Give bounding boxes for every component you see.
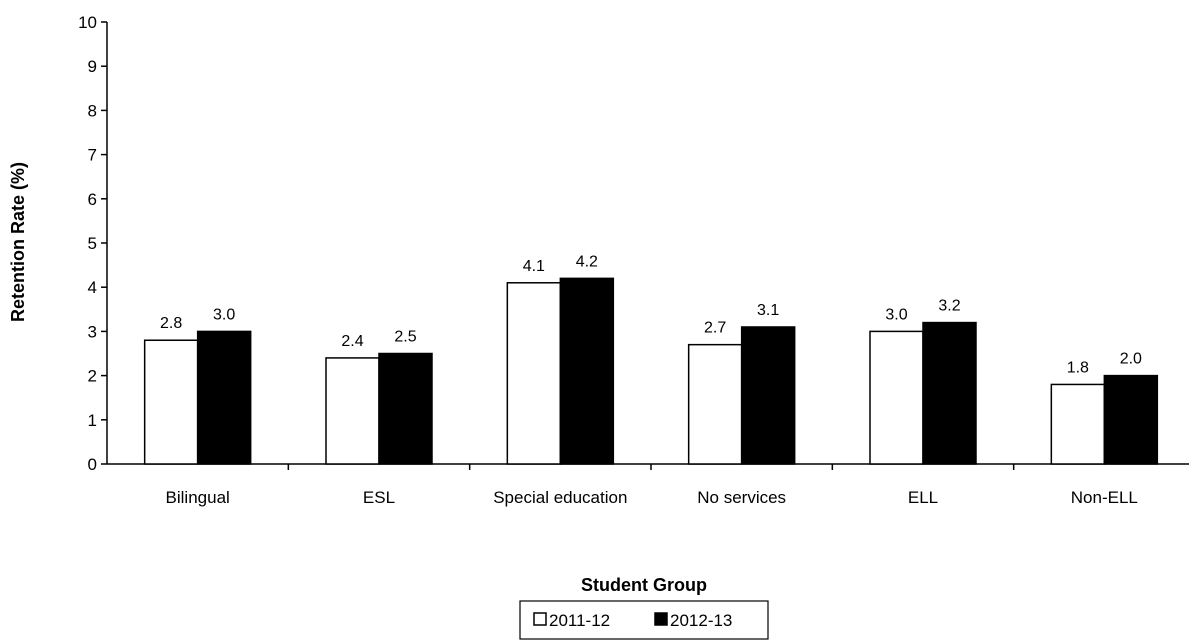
x-axis-title: Student Group: [581, 575, 707, 595]
bars-group: [143, 277, 1159, 465]
bar-non-ell-2012-13: [1103, 374, 1159, 465]
value-label-bilingual-2011-12: 2.8: [160, 315, 182, 332]
category-label-non-ell: Non-ELL: [1071, 488, 1138, 507]
value-label-no-services-2012-13: 3.1: [757, 302, 779, 319]
value-label-esl-2012-13: 2.5: [394, 329, 416, 346]
legend-swatch-2012-13: [654, 612, 668, 626]
category-label-special-education: Special education: [493, 488, 627, 507]
y-tick-label: 4: [88, 278, 97, 297]
bar-no-services-2011-12: [687, 343, 743, 465]
value-label-ell-2011-12: 3.0: [885, 306, 907, 323]
bar-bilingual-2011-12: [143, 339, 199, 465]
value-label-special-education-2011-12: 4.1: [523, 258, 545, 275]
legend: 2011-12 2012-13: [519, 600, 769, 640]
value-label-esl-2011-12: 2.4: [341, 333, 363, 350]
bar-bilingual-2012-13: [196, 330, 252, 465]
category-label-ell: ELL: [908, 488, 938, 507]
value-label-ell-2012-13: 3.2: [938, 298, 960, 315]
y-tick-label: 0: [88, 455, 97, 474]
category-label-bilingual: Bilingual: [166, 488, 230, 507]
legend-swatch-2011-12: [533, 612, 547, 626]
category-labels-group: Bilingual ESL Special education No services…: [166, 488, 1138, 507]
bar-esl-2011-12: [325, 357, 380, 465]
y-tick-label: 2: [88, 367, 97, 386]
legend-box: [519, 600, 769, 640]
category-label-esl: ESL: [363, 488, 395, 507]
bar-ell-2011-12: [869, 330, 924, 465]
y-tick-label: 10: [78, 13, 97, 32]
y-tick-label: 6: [88, 190, 97, 209]
y-tick-label: 8: [88, 101, 97, 120]
y-tick-label: 1: [88, 411, 97, 430]
y-tick-label: 5: [88, 234, 97, 253]
bar-esl-2012-13: [378, 352, 433, 465]
legend-label-2012-13: 2012-13: [670, 611, 732, 630]
y-tick-label: 3: [88, 322, 97, 341]
value-label-non-ell-2012-13: 2.0: [1120, 351, 1142, 368]
legend-label-2011-12: 2011-12: [549, 611, 610, 630]
bar-non-ell-2011-12: [1050, 383, 1106, 465]
bar-no-services-2012-13: [740, 326, 796, 465]
y-axis-title: Retention Rate (%): [8, 162, 28, 322]
value-label-non-ell-2011-12: 1.8: [1067, 359, 1089, 376]
value-label-bilingual-2012-13: 3.0: [213, 306, 235, 323]
bar-ell-2012-13: [922, 321, 977, 465]
bar-special-education-2012-13: [559, 277, 615, 465]
y-axis: 0 1 2 3 4 5 6 7 8 9 10: [78, 13, 108, 474]
y-tick-label: 9: [88, 57, 97, 76]
y-tick-label: 7: [88, 146, 97, 165]
bar-special-education-2011-12: [506, 282, 562, 465]
value-label-special-education-2012-13: 4.2: [576, 253, 598, 270]
value-labels-group: 2.8 3.0 2.4 2.5 4.1 4.2 2.7 3.1 3.0 3.2 1.8 2.0: [160, 253, 1142, 376]
x-axis: [107, 463, 1189, 470]
value-label-no-services-2011-12: 2.7: [704, 320, 726, 337]
category-label-no-services: No services: [697, 488, 786, 507]
